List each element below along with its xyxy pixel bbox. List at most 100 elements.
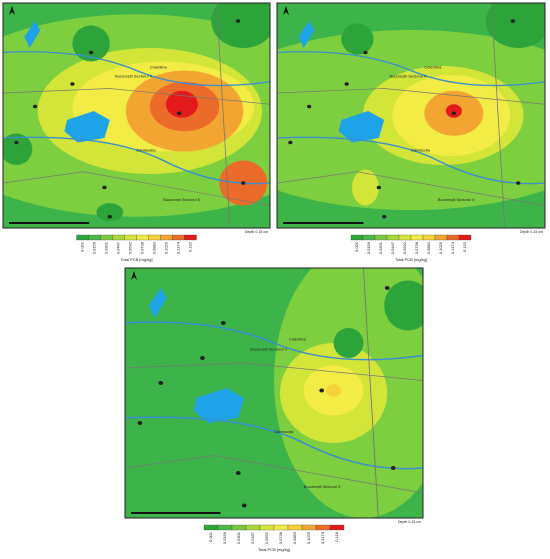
sampling-point — [158, 381, 164, 385]
place-label: Colentina — [150, 64, 168, 69]
legend-label: 0.0738 — [414, 241, 419, 254]
legend-swatch — [217, 524, 233, 531]
legend-swatch — [231, 524, 247, 531]
sampling-point — [14, 140, 19, 145]
legend-label: 0.1029 — [438, 241, 443, 254]
lake — [298, 21, 315, 48]
legend-swatch — [148, 234, 161, 241]
legend-swatch — [203, 524, 219, 531]
north-arrow — [283, 6, 289, 15]
legend-label: 0.0738 — [278, 531, 283, 544]
legend-swatch — [446, 234, 460, 241]
depth-label: Depth 0-15 cm — [398, 520, 421, 524]
legend-title: Total PCB [mg/kg] — [258, 547, 290, 552]
concentration-zone — [96, 203, 124, 222]
sampling-point — [32, 104, 38, 109]
sampling-point — [235, 19, 241, 23]
map-area — [125, 268, 423, 518]
place-label: Bucureștii Sectorul 4 — [250, 347, 287, 352]
sampling-point — [241, 503, 247, 508]
legend-swatch — [112, 234, 125, 241]
legend-label: 0.1029 — [164, 241, 169, 254]
legend-swatch — [287, 524, 303, 531]
concentration-zone — [333, 328, 364, 358]
legend-swatch — [386, 234, 400, 241]
lake — [24, 21, 41, 48]
legend-swatch — [458, 234, 472, 241]
map-frame — [2, 2, 271, 229]
map-area — [277, 3, 545, 228]
legend-swatch — [434, 234, 448, 241]
concentration-zone — [341, 23, 374, 55]
concentration-zone — [165, 90, 198, 118]
lake — [193, 388, 245, 423]
map-panel: Bucureștii Sectorul 4 Bucureștii Sectorul… — [124, 267, 424, 552]
sampling-point — [220, 321, 226, 325]
legend-label: 0.1174 — [450, 241, 455, 254]
legend-label: 0.1174 — [320, 531, 325, 544]
legend-swatch — [410, 234, 424, 241]
legend-swatch — [172, 234, 185, 241]
concentration-zone — [486, 3, 545, 48]
place-label: Bucureștii Sectorul 4 — [390, 73, 427, 78]
place-label: Bucureștii Sectorul 5 — [438, 197, 475, 202]
sampling-point — [137, 421, 143, 425]
sampling-point — [376, 185, 381, 190]
legend-label: 0.0883 — [292, 531, 297, 544]
concentration-zone — [352, 169, 379, 206]
sampling-point — [390, 466, 396, 470]
legend-label: 0.132 — [188, 241, 193, 252]
legend-swatch — [245, 524, 261, 531]
sampling-point — [384, 286, 390, 290]
legend-swatch — [88, 234, 101, 241]
legend-swatch — [301, 524, 317, 531]
scale-bar — [131, 512, 221, 514]
legend-label: 0.001 — [80, 241, 85, 252]
legend-swatch — [422, 234, 436, 241]
legend-swatch — [184, 234, 197, 241]
lake — [64, 111, 110, 143]
depth-label: Depth 0-15 cm — [520, 230, 543, 234]
legend-swatch — [124, 234, 137, 241]
legend-label: 0.0301 — [104, 241, 109, 254]
sampling-point — [307, 104, 312, 109]
map-frame — [276, 2, 546, 229]
sampling-point — [235, 471, 241, 475]
legend-swatch — [273, 524, 289, 531]
road — [3, 3, 270, 228]
north-arrow — [131, 271, 137, 280]
river — [277, 136, 545, 185]
place-label: Colentina — [289, 337, 307, 342]
sampling-point — [319, 388, 325, 393]
legend-swatch — [398, 234, 412, 241]
lake — [148, 288, 167, 318]
sampling-point — [177, 111, 182, 116]
map-panel: Bucureștii Sectorul 4 Bucureștii Sectorul… — [276, 2, 546, 262]
river — [277, 51, 545, 87]
road — [277, 3, 545, 228]
sampling-point — [102, 185, 107, 190]
legend-swatch — [76, 234, 89, 241]
legend-title: Total PCB [mg/kg] — [395, 257, 427, 262]
legend-title: Total PCB [mg/kg] — [120, 257, 152, 262]
legend-swatch — [136, 234, 149, 241]
river — [3, 136, 270, 185]
place-label: Bucureștii Sectorul 5 — [304, 484, 341, 489]
legend-swatch — [259, 524, 275, 531]
legend-swatch — [160, 234, 173, 241]
scale-bar — [283, 222, 364, 224]
river — [3, 51, 270, 87]
legend-label: 0.001 — [208, 531, 213, 542]
sampling-point — [107, 214, 112, 219]
sampling-point — [363, 50, 368, 55]
river — [125, 321, 423, 361]
legend-label: 0.0883 — [426, 241, 431, 254]
road — [125, 268, 423, 518]
map-panel: Bucureștii Sectorul 4 Bucureștii Sectorul… — [2, 2, 271, 262]
sampling-point — [200, 356, 205, 360]
legend-label: 0.0156 — [92, 241, 97, 254]
legend-label: 0.0738 — [140, 241, 145, 254]
legend-label: 0.0301 — [236, 531, 241, 544]
concentration-zone — [3, 133, 33, 165]
place-label: Dâmbovița — [137, 148, 157, 153]
